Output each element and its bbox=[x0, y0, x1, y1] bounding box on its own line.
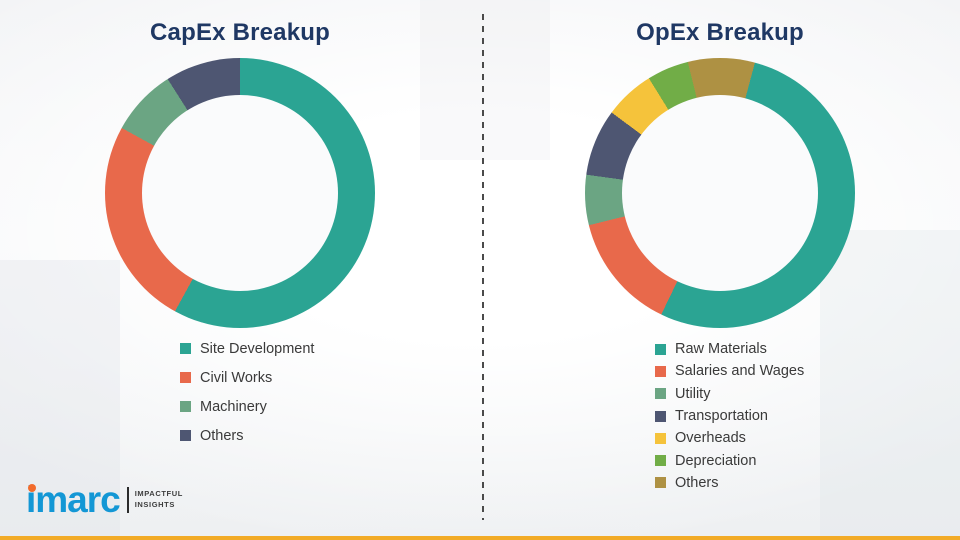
legend-label: Civil Works bbox=[200, 369, 273, 386]
legend-label: Others bbox=[200, 427, 244, 444]
legend-swatch bbox=[180, 343, 191, 354]
capex-panel: CapEx Breakup Site Development Civil Work… bbox=[105, 19, 375, 450]
legend-item: Raw Materials bbox=[655, 338, 804, 360]
opex-legend: Raw Materials Salaries and Wages Utility Tr… bbox=[655, 338, 804, 494]
donut-hole bbox=[622, 95, 818, 291]
legend-swatch bbox=[655, 410, 666, 422]
legend-item: Civil Works bbox=[180, 363, 314, 392]
legend-item: Salaries and Wages bbox=[655, 360, 804, 382]
legend-item: Others bbox=[655, 472, 804, 494]
legend-item: Utility bbox=[655, 383, 804, 405]
legend-swatch bbox=[655, 365, 666, 377]
legend-swatch bbox=[655, 477, 666, 489]
imarc-logo: imarc IMPACTFUL INSIGHTS bbox=[26, 481, 183, 518]
legend-item: Overheads bbox=[655, 427, 804, 449]
legend-label: Overheads bbox=[675, 430, 746, 447]
logo-tagline: IMPACTFUL INSIGHTS bbox=[135, 489, 183, 511]
legend-label: Utility bbox=[675, 385, 711, 402]
opex-panel: OpEx Breakup Raw Materials Salaries and W… bbox=[480, 0, 960, 540]
legend-swatch bbox=[655, 455, 666, 467]
legend-swatch bbox=[655, 432, 666, 444]
legend-swatch bbox=[180, 401, 191, 412]
legend-label: Transportation bbox=[675, 408, 768, 425]
legend-swatch bbox=[180, 372, 191, 383]
legend-label: Raw Materials bbox=[675, 341, 767, 358]
bottom-accent-bar bbox=[0, 536, 960, 540]
capex-title: CapEx Breakup bbox=[150, 19, 330, 46]
opex-donut-chart bbox=[585, 58, 855, 328]
opex-title: OpEx Breakup bbox=[636, 19, 804, 46]
background-shape bbox=[820, 230, 960, 540]
legend-item: Transportation bbox=[655, 405, 804, 427]
legend-label: Site Development bbox=[200, 340, 315, 357]
imarc-logo-orange-dot-icon bbox=[28, 484, 36, 492]
capex-legend: Site Development Civil Works Machinery Othe… bbox=[180, 334, 314, 450]
legend-label: Depreciation bbox=[675, 452, 757, 469]
background-shape bbox=[420, 0, 550, 160]
imarc-wordmark: imarc bbox=[26, 479, 121, 520]
legend-item: Machinery bbox=[180, 392, 314, 421]
legend-swatch bbox=[655, 343, 666, 355]
legend-item: Others bbox=[180, 421, 314, 450]
legend-item: Depreciation bbox=[655, 449, 804, 471]
logo-tagline-line1: IMPACTFUL bbox=[134, 488, 183, 498]
background-shape bbox=[0, 260, 120, 540]
imarc-logo-text: imarc bbox=[26, 479, 121, 520]
donut-hole bbox=[142, 95, 338, 291]
logo-separator bbox=[126, 486, 129, 513]
legend-swatch bbox=[180, 430, 191, 441]
legend-item: Site Development bbox=[180, 334, 314, 363]
legend-label: Salaries and Wages bbox=[675, 363, 805, 380]
logo-tagline-line2: INSIGHTS bbox=[134, 499, 175, 509]
legend-swatch bbox=[655, 388, 666, 400]
capex-donut-chart bbox=[105, 58, 375, 328]
legend-label: Others bbox=[675, 474, 719, 491]
legend-label: Machinery bbox=[200, 398, 267, 415]
center-dashed-divider bbox=[482, 14, 484, 520]
